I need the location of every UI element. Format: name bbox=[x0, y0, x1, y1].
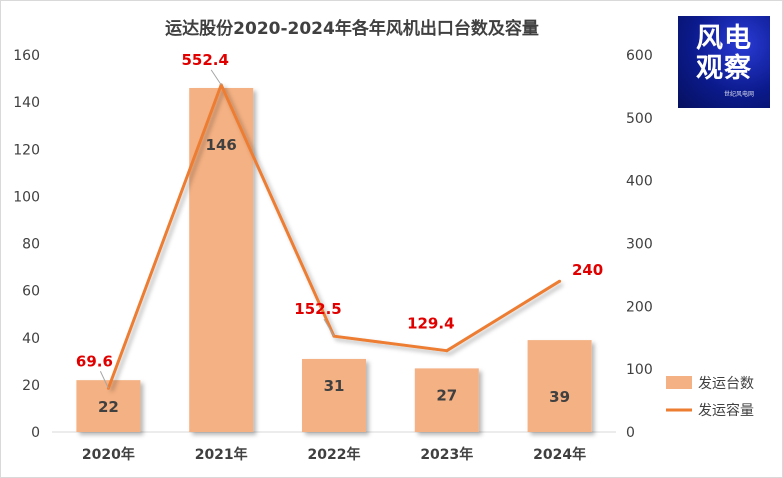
logo-line-2: 观察 bbox=[696, 53, 752, 84]
y-left-tick-label-1: 20 bbox=[22, 378, 40, 394]
logo-line-1: 风电 bbox=[696, 23, 752, 54]
y-right-tick-label-6: 600 bbox=[626, 48, 653, 64]
line-value-label-1: 552.4 bbox=[181, 51, 228, 69]
legend-label-line: 发运容量 bbox=[698, 402, 754, 419]
y-right-tick-label-2: 200 bbox=[626, 299, 653, 315]
line-value-label-0: 69.6 bbox=[76, 352, 113, 370]
line-value-label-2: 152.5 bbox=[294, 300, 341, 318]
leader-line-1 bbox=[210, 69, 222, 86]
y-left-tick-label-7: 140 bbox=[13, 95, 40, 111]
y-left-tick-label-8: 160 bbox=[13, 48, 40, 64]
y-right-tick-label-0: 0 bbox=[626, 425, 635, 441]
legend-label-bar: 发运台数 bbox=[698, 376, 754, 392]
y-right-tick-label-3: 300 bbox=[626, 237, 653, 253]
y-right-tick-label-4: 400 bbox=[626, 174, 653, 190]
y-right-tick-label-1: 100 bbox=[626, 362, 653, 378]
line-point-4 bbox=[558, 279, 562, 283]
leader-line-0 bbox=[99, 371, 109, 389]
brand-logo: 风电 观察 世纪风电网 bbox=[678, 16, 770, 108]
bar-4 bbox=[527, 340, 592, 432]
y-left-tick-label-2: 40 bbox=[22, 331, 40, 347]
bar-value-label-0: 22 bbox=[98, 398, 119, 416]
y-right-tick-label-5: 500 bbox=[626, 111, 653, 127]
leader-line-2 bbox=[323, 318, 335, 337]
bar-2 bbox=[302, 358, 366, 432]
bar-value-label-1: 146 bbox=[206, 136, 237, 154]
bar-value-label-4: 39 bbox=[549, 388, 570, 406]
line-value-label-3: 129.4 bbox=[407, 315, 454, 333]
logo-line-3: 世纪风电网 bbox=[723, 91, 754, 98]
chart-title: 运达股份2020-2024年各年风机出口台数及容量 bbox=[165, 18, 539, 39]
x-tick-label-4: 2024年 bbox=[533, 446, 586, 463]
line-point-3 bbox=[445, 349, 449, 353]
y-left-tick-label-6: 120 bbox=[13, 142, 40, 158]
x-tick-label-1: 2021年 bbox=[195, 446, 248, 463]
legend-swatch-bar bbox=[666, 376, 692, 389]
x-tick-label-2: 2022年 bbox=[308, 446, 361, 463]
y-left-tick-label-3: 60 bbox=[22, 284, 40, 300]
x-tick-label-0: 2020年 bbox=[82, 446, 135, 463]
line-value-label-4: 240 bbox=[572, 261, 603, 279]
capacity-line bbox=[106, 83, 561, 389]
bar-value-label-2: 31 bbox=[324, 377, 345, 395]
y-left-tick-label-0: 0 bbox=[31, 425, 40, 441]
bar-value-label-3: 27 bbox=[436, 386, 457, 404]
x-tick-label-3: 2023年 bbox=[420, 446, 473, 463]
y-left-tick-label-4: 80 bbox=[22, 237, 40, 253]
y-left-tick-label-5: 100 bbox=[13, 189, 40, 205]
bar-3 bbox=[414, 368, 479, 432]
